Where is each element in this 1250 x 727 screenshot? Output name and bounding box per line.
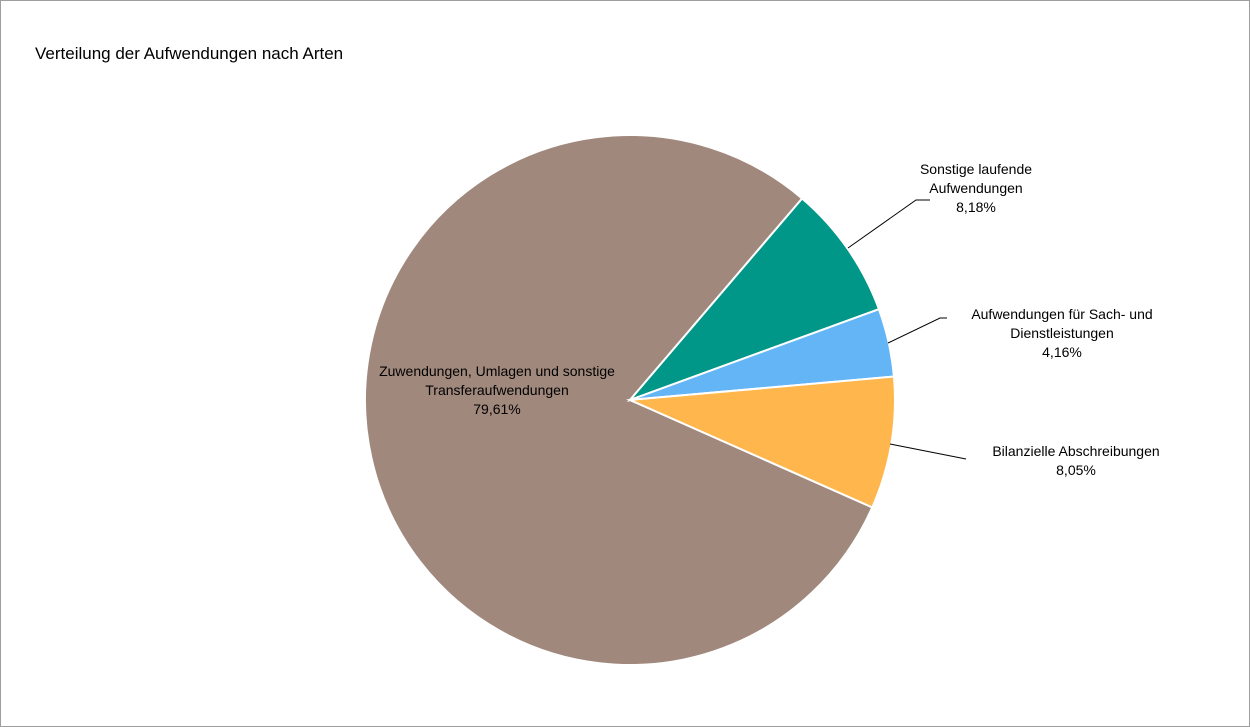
- category-label: Aufwendungen für Sach- und Dienstleistun…: [971, 306, 1153, 341]
- value-label: 8,05%: [1056, 462, 1096, 478]
- leader-line: [889, 443, 967, 460]
- pie-slice: [364, 134, 874, 666]
- category-label: Bilanzielle Abschreibungen: [992, 443, 1160, 459]
- value-label: 8,18%: [956, 199, 996, 215]
- data-label: Aufwendungen für Sach- und Dienstleistun…: [962, 305, 1162, 362]
- category-label: Zuwendungen, Umlagen und sonstige Transf…: [379, 363, 615, 398]
- data-label: Sonstige laufende Aufwendungen 8,18%: [891, 160, 1061, 217]
- leader-line: [887, 317, 947, 344]
- chart-title: Verteilung der Aufwendungen nach Arten: [35, 44, 344, 63]
- value-label: 4,16%: [1042, 344, 1082, 360]
- pie-slice: [626, 197, 881, 403]
- category-label: Sonstige laufende Aufwendungen: [919, 161, 1033, 196]
- data-label: Bilanzielle Abschreibungen 8,05%: [961, 442, 1191, 480]
- value-label: 79,61%: [473, 401, 521, 417]
- pie-slice: [626, 375, 896, 509]
- leader-line: [847, 199, 930, 249]
- data-label: Zuwendungen, Umlagen und sonstige Transf…: [372, 362, 622, 419]
